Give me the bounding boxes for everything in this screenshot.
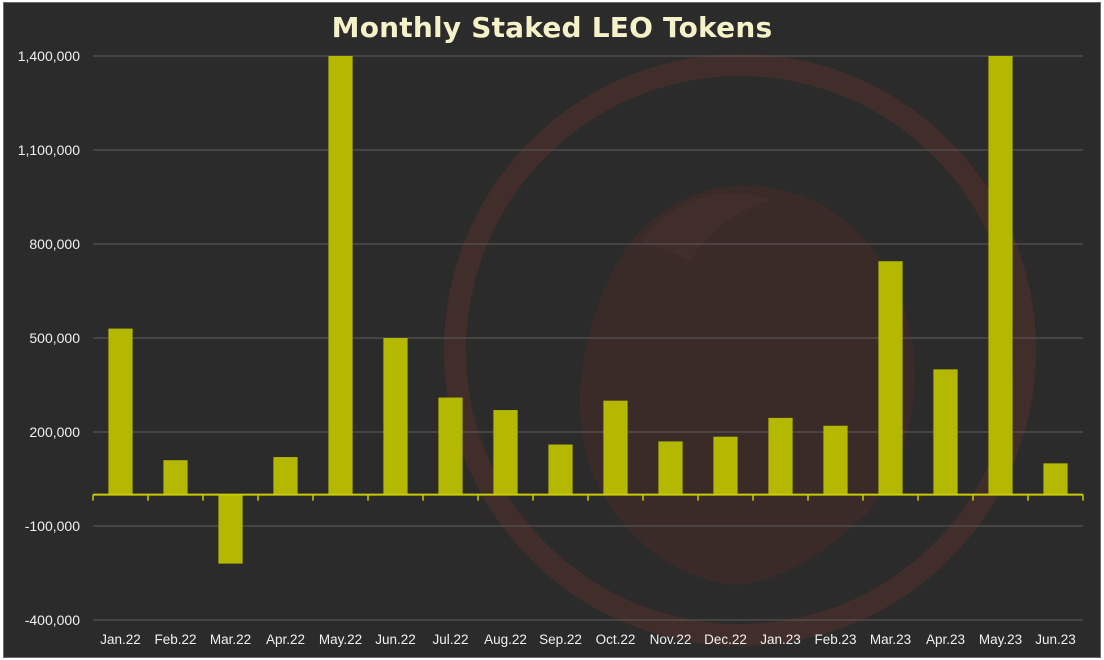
y-tick-label: -100,000 xyxy=(25,518,80,534)
y-tick-label: 800,000 xyxy=(29,236,80,252)
x-category-label: Jul.22 xyxy=(432,632,468,647)
bar xyxy=(108,328,133,495)
x-category-label: May.23 xyxy=(979,632,1022,647)
y-tick-label: 1,100,000 xyxy=(18,142,80,158)
bar xyxy=(713,436,738,495)
x-category-label: Apr.22 xyxy=(266,632,305,647)
bar xyxy=(383,338,408,495)
bar xyxy=(273,457,298,495)
bar xyxy=(493,410,518,495)
x-category-label: Feb.23 xyxy=(814,632,856,647)
chart-title: Monthly Staked LEO Tokens xyxy=(331,11,773,44)
x-category-label: Jun.22 xyxy=(375,632,416,647)
bar xyxy=(603,400,628,495)
bar xyxy=(823,425,848,495)
bar xyxy=(218,494,243,564)
bar xyxy=(768,417,793,495)
bar xyxy=(878,261,903,495)
bar xyxy=(658,441,683,495)
bar xyxy=(163,460,188,495)
x-category-label: Jun.23 xyxy=(1035,632,1076,647)
x-category-label: Feb.22 xyxy=(154,632,196,647)
x-category-label: Apr.23 xyxy=(926,632,965,647)
x-category-label: Oct.22 xyxy=(596,632,636,647)
bar xyxy=(988,56,1013,495)
x-category-label: Sep.22 xyxy=(539,632,582,647)
x-category-label: Nov.22 xyxy=(650,632,692,647)
bar xyxy=(1043,463,1068,495)
bar xyxy=(328,56,353,495)
x-category-label: Aug.22 xyxy=(484,632,527,647)
y-tick-label: -400,000 xyxy=(25,612,80,628)
x-category-label: May.22 xyxy=(319,632,362,647)
x-category-label: Mar.22 xyxy=(210,632,251,647)
y-tick-label: 500,000 xyxy=(29,330,80,346)
bar xyxy=(438,397,463,495)
x-category-label: Dec.22 xyxy=(704,632,747,647)
bar xyxy=(933,369,958,495)
y-tick-label: 1,400,000 xyxy=(18,48,80,64)
x-category-label: Mar.23 xyxy=(870,632,911,647)
chart-frame: Monthly Staked LEO Tokens xyxy=(3,2,1101,658)
x-category-label: Jan.23 xyxy=(760,632,801,647)
x-category-label: Jan.22 xyxy=(100,632,141,647)
y-tick-label: 200,000 xyxy=(29,424,80,440)
bar xyxy=(548,444,573,495)
